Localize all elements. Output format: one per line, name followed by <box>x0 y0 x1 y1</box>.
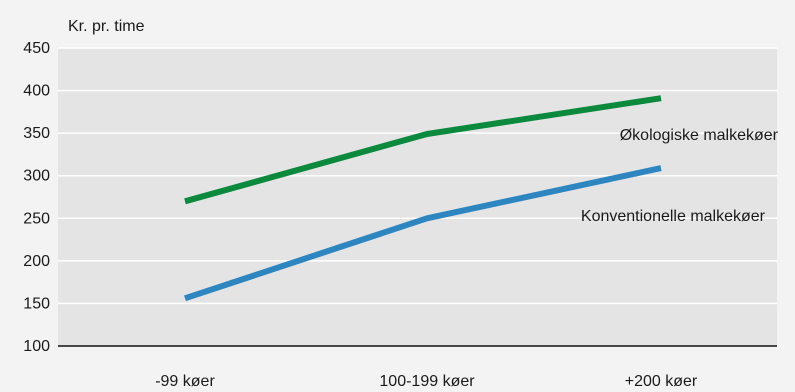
y-tick-label: 100 <box>23 338 50 355</box>
series-label: Konventionelle malkekøer <box>581 208 766 225</box>
series-label: Økologiske malkekøer <box>620 127 779 144</box>
series-lines <box>184 95 662 302</box>
series-line <box>184 165 662 302</box>
x-tick-label: +200 køer <box>625 373 698 390</box>
y-tick-label: 200 <box>23 253 50 270</box>
y-tick-label: 350 <box>23 125 50 142</box>
x-tick-label: -99 køer <box>155 373 215 390</box>
x-tick-label: 100-199 køer <box>379 373 475 390</box>
series-line <box>184 95 662 205</box>
y-tick-label: 150 <box>23 295 50 312</box>
y-axis-title: Kr. pr. time <box>68 18 145 35</box>
x-axis-ticks: -99 køer 100-199 køer +200 køer <box>155 373 698 390</box>
series-labels: Økologiske malkekøer Konventionelle malke… <box>581 127 779 225</box>
y-tick-label: 250 <box>23 210 50 227</box>
plot-area <box>58 48 777 346</box>
y-axis-ticks: 100 150 200 250 300 350 400 450 <box>23 40 50 355</box>
y-tick-label: 450 <box>23 40 50 57</box>
y-tick-label: 300 <box>23 168 50 185</box>
y-tick-label: 400 <box>23 83 50 100</box>
